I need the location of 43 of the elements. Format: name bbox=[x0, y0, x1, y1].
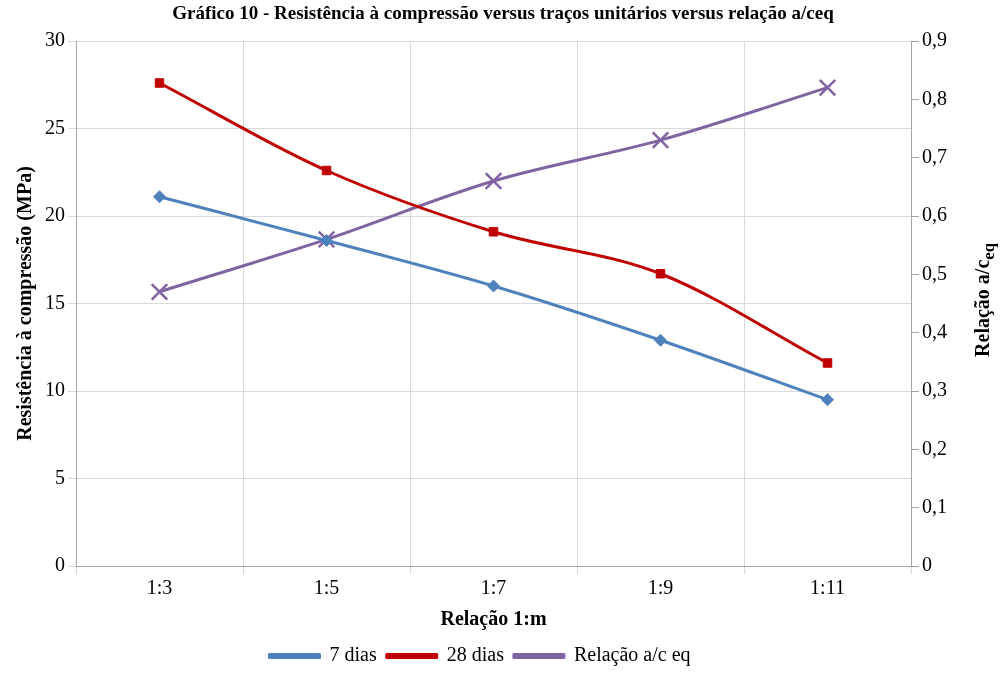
point bbox=[821, 393, 834, 407]
y2-tick-label: 0,7 bbox=[922, 144, 947, 167]
y-tick-label: 5 bbox=[55, 465, 65, 488]
y2-tick-label: 0,8 bbox=[922, 86, 947, 109]
x-tick-label: 1:11 bbox=[810, 576, 845, 599]
y2-tick-label: 0,9 bbox=[922, 28, 947, 51]
y2-tick-label: 0,5 bbox=[922, 261, 947, 284]
y-tick-label: 15 bbox=[45, 290, 65, 313]
y2-tick-label: 0,6 bbox=[922, 203, 947, 226]
point bbox=[320, 234, 333, 247]
point bbox=[654, 333, 667, 347]
point bbox=[321, 165, 332, 176]
y-tick-label: 20 bbox=[45, 203, 65, 226]
y2-tick-label: 0 bbox=[922, 553, 932, 576]
point bbox=[317, 230, 336, 249]
point bbox=[150, 282, 169, 301]
y2-tick-label: 0,1 bbox=[922, 494, 947, 517]
chart-title: Gráfico 10 - Resistência à compressão versus traços unitários versus relação a/ceq bbox=[171, 2, 835, 24]
legend-label: Relação a/c eq bbox=[573, 643, 691, 667]
y-axis-title: Resistência à compressão (MPa) bbox=[13, 166, 37, 441]
point bbox=[488, 227, 499, 237]
y-tick-label: 0 bbox=[55, 553, 65, 576]
y-tick-label: 30 bbox=[45, 28, 65, 51]
point bbox=[484, 171, 503, 191]
x-tick-label: 1:7 bbox=[480, 576, 507, 599]
point bbox=[655, 269, 666, 279]
y2-tick-label: 0,4 bbox=[922, 319, 947, 342]
y-tick-label: 10 bbox=[45, 378, 65, 401]
y2-tick-label: 0,3 bbox=[922, 378, 947, 401]
legend-label: 28 dias bbox=[446, 643, 505, 666]
point bbox=[651, 131, 670, 150]
x-axis-title: Relação 1:m bbox=[440, 607, 547, 631]
point bbox=[154, 78, 165, 88]
point bbox=[487, 279, 500, 293]
x-tick-label: 1:3 bbox=[146, 576, 173, 599]
point bbox=[153, 190, 166, 204]
y-tick-label: 25 bbox=[45, 115, 65, 138]
point bbox=[818, 78, 837, 97]
point bbox=[822, 358, 833, 368]
x-tick-label: 1:9 bbox=[647, 576, 674, 599]
x-tick-label: 1:5 bbox=[313, 576, 340, 599]
legend-label: 7 dias bbox=[329, 643, 377, 666]
y2-tick-label: 0,2 bbox=[922, 436, 947, 459]
